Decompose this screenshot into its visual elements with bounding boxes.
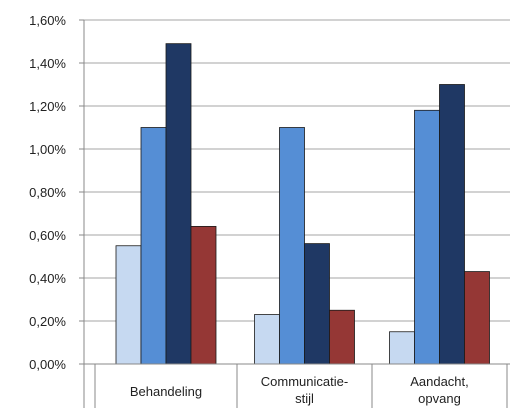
y-tick-label: 0,00% <box>29 357 66 372</box>
y-tick-label: 1,60% <box>29 13 66 28</box>
bar <box>389 331 415 365</box>
bar <box>140 127 167 365</box>
bar <box>190 225 217 365</box>
x-category-label: Communicatie- <box>261 374 348 389</box>
y-tick-label: 1,00% <box>29 142 66 157</box>
bar <box>439 84 465 365</box>
y-tick-label: 0,40% <box>29 271 66 286</box>
bar <box>115 245 142 365</box>
y-tick-label: 0,60% <box>29 228 66 243</box>
bar <box>254 314 280 365</box>
x-category-label: Behandeling <box>130 384 202 399</box>
y-axis-ticks: 0,00% 0,20% 0,40% 0,60% 0,80% 1,00% 1,20% 1,40%… <box>29 13 84 372</box>
axes <box>83 20 510 408</box>
y-tick-label: 0,20% <box>29 314 66 329</box>
x-category-label: stijl <box>295 391 314 406</box>
bar <box>304 243 330 365</box>
bar <box>279 127 305 365</box>
bars <box>115 43 490 365</box>
y-tick-label: 1,20% <box>29 99 66 114</box>
bar <box>329 309 355 365</box>
bar <box>414 109 440 365</box>
x-category-label: Aandacht, <box>410 374 469 389</box>
y-tick-label: 0,80% <box>29 185 66 200</box>
x-category-label: opvang <box>418 391 461 406</box>
y-tick-label: 1,40% <box>29 56 66 71</box>
x-axis-categories: Behandeling Communicatie-stijl Aandacht, op… <box>130 374 469 406</box>
bar <box>165 43 192 365</box>
bar <box>464 271 490 365</box>
